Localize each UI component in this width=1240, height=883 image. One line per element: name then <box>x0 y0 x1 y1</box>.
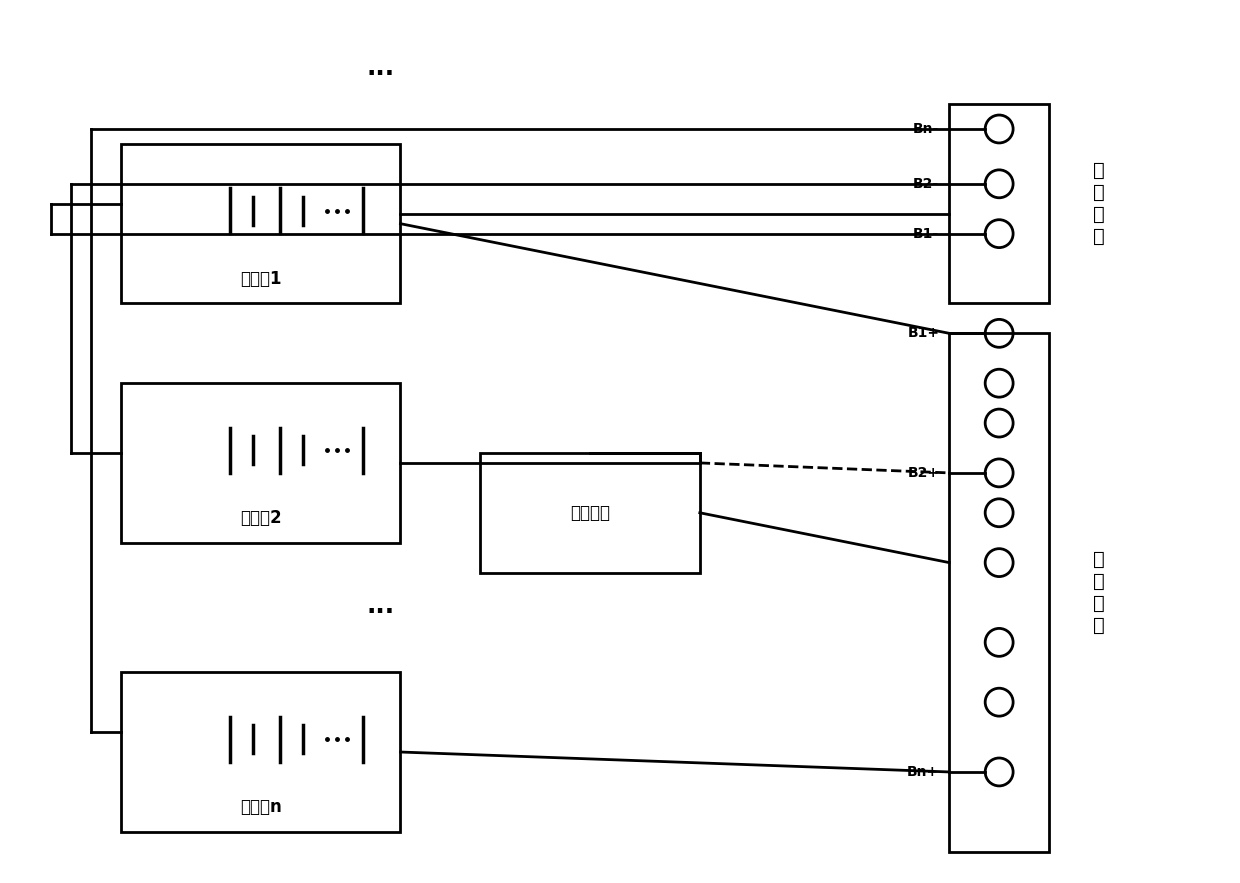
Text: Bn+: Bn+ <box>908 765 939 779</box>
Bar <box>122 383 401 543</box>
Text: 电池组n: 电池组n <box>239 798 281 816</box>
Bar <box>950 334 1049 852</box>
Text: Bn-: Bn- <box>913 122 939 136</box>
Bar <box>950 104 1049 304</box>
Bar <box>480 453 699 572</box>
Text: 汇
流
排
负: 汇 流 排 负 <box>1092 162 1105 246</box>
Text: ···: ··· <box>367 600 394 624</box>
Text: B1+: B1+ <box>908 327 939 340</box>
Bar <box>122 672 401 832</box>
Text: ···: ··· <box>367 62 394 87</box>
Text: 汇
流
排
正: 汇 流 排 正 <box>1092 550 1105 635</box>
Text: B2-: B2- <box>913 177 939 191</box>
Text: B2+: B2+ <box>908 466 939 479</box>
Text: 并联工装: 并联工装 <box>570 504 610 522</box>
Text: 电池组1: 电池组1 <box>241 269 281 288</box>
Bar <box>122 144 401 304</box>
Text: B1-: B1- <box>913 227 939 241</box>
Text: 电池组2: 电池组2 <box>241 509 281 527</box>
